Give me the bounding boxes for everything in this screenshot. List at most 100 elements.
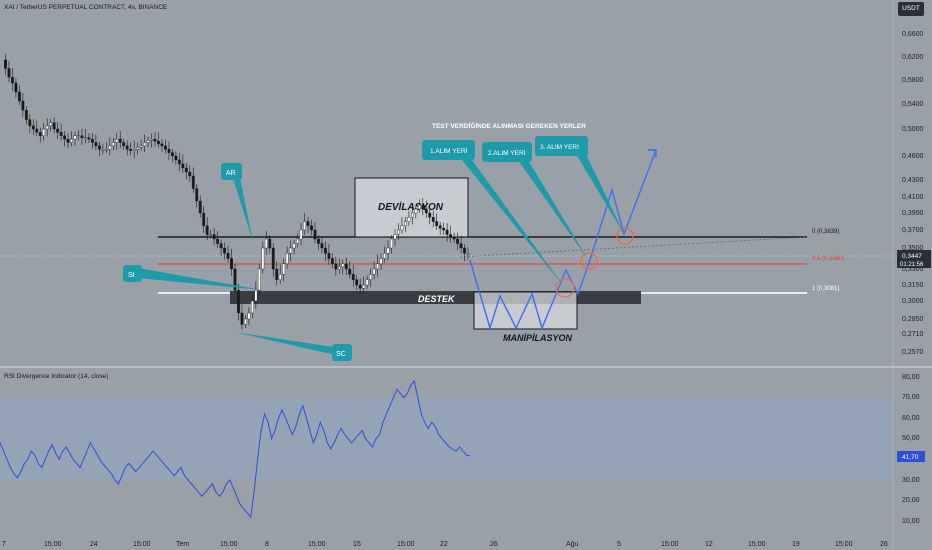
time-axis[interactable]: 7 15:00 24 15:00 Tem 15:00 8 15:00 15 15:00 22 26 Ağ… (2, 541, 888, 548)
candle-body (445, 229, 449, 235)
candle-body (257, 268, 261, 291)
time-axis-label: 15:00 (661, 541, 679, 548)
buy1-callout-text: 1.ALIM YERİ (430, 146, 468, 155)
candle-body (164, 145, 167, 150)
candle-body (383, 253, 386, 259)
price-axis-tick: 0,3700 (902, 227, 924, 234)
candle-body (317, 238, 320, 244)
time-axis-label: Tem (176, 541, 189, 548)
candle-body (42, 128, 46, 136)
candle-body (268, 238, 272, 249)
rsi-indicator-title[interactable]: RSI Divergence Indicator (14, close) (4, 373, 109, 380)
price-axis[interactable]: 0,6600 0,6200 0,5800 0,5400 0,5000 0,4600 0,43… (902, 31, 924, 356)
price-axis-tick: 0,3500 (902, 245, 924, 252)
symbol-title[interactable]: XAI / TetherUS PERPETUAL CONTRACT, 4s, B… (4, 4, 168, 11)
candle-body (289, 247, 293, 254)
candle-body (334, 263, 338, 270)
buy2-callout-box (482, 142, 532, 162)
candle-body (157, 140, 160, 145)
candle-body (80, 135, 84, 138)
price-axis-tick: 0,3300 (902, 266, 924, 273)
ar-callout[interactable]: AR (221, 163, 242, 180)
candle-body (244, 318, 247, 325)
candle-body (327, 253, 331, 259)
candle-body (292, 243, 296, 249)
candle-body (52, 122, 56, 130)
rsi-value-badge[interactable]: 41,70 (897, 451, 925, 462)
buy3-callout-text: 3. ALIM YERİ (540, 142, 579, 151)
buy2-callout[interactable]: 2.ALIM YERİ (482, 142, 532, 162)
time-axis-label: 15:00 (220, 541, 238, 548)
time-axis-label: 26 (490, 541, 498, 548)
candle-body (431, 217, 435, 222)
price-axis-tick: 0,4300 (902, 177, 924, 184)
candle-body (188, 171, 192, 177)
annotation-title[interactable]: TEST VERDİĞİNDE ALINMASI GEREKEN YERLER (432, 121, 586, 130)
current-price-badge[interactable]: 0,3447 01:21:56 (897, 250, 931, 268)
buy-zone-3-circle[interactable] (616, 227, 634, 245)
ar-callout-box (221, 163, 242, 180)
candle-body (66, 138, 70, 143)
sc-callout-text: SC (336, 351, 346, 358)
candle-body (271, 247, 275, 270)
buy3-callout-box (535, 136, 588, 156)
candle-body (341, 263, 345, 268)
price-axis-tick: 0,3150 (902, 282, 924, 289)
candle-body (167, 149, 171, 153)
buy-zone-2-circle[interactable] (580, 252, 598, 270)
candle-body (278, 274, 282, 280)
candle-body (254, 290, 258, 302)
candle-body (240, 312, 244, 325)
candle-body (11, 76, 14, 84)
sc-callout[interactable]: SC (332, 344, 352, 361)
rsi-value-badge-bg (897, 451, 925, 462)
buy3-callout[interactable]: 3. ALIM YERİ (535, 136, 588, 156)
candle-body (122, 142, 126, 147)
candle-body (101, 149, 105, 151)
candle-body (320, 243, 324, 249)
projection-path[interactable] (469, 149, 657, 331)
st-callout[interactable]: St (123, 265, 142, 282)
candle-body (153, 138, 157, 142)
time-axis-label: 24 (90, 541, 98, 548)
candle-body (17, 91, 21, 102)
candle-body (143, 142, 146, 147)
candle-body (407, 217, 411, 222)
candle-body (94, 142, 98, 147)
candle-body (209, 234, 213, 236)
candle-body (438, 225, 442, 229)
candle-body (132, 149, 136, 151)
currency-badge[interactable]: USDT (898, 2, 924, 16)
candle-body (216, 238, 220, 244)
time-axis-label: 26 (880, 541, 888, 548)
price-axis-tick: 0,6200 (902, 54, 924, 61)
distribution-box[interactable] (354, 177, 469, 238)
rsi-line[interactable] (0, 380, 471, 519)
buy-zone-1-circle[interactable] (555, 278, 575, 298)
candlestick-series[interactable] (4, 53, 470, 330)
candle-body (160, 143, 164, 147)
rsi-band (0, 398, 893, 480)
candle-body (181, 163, 185, 169)
price-axis-tick: 0,3000 (902, 298, 924, 305)
buy1-callout[interactable]: 1.ALIM YERİ (422, 140, 475, 160)
candle-body (150, 138, 153, 141)
candle-body (87, 137, 91, 140)
current-price-badge-bg (897, 250, 931, 268)
st-callout-box (123, 265, 142, 282)
time-axis-label: 12 (705, 541, 713, 548)
candle-body (414, 208, 418, 214)
candle-body (104, 149, 108, 151)
candle-body (310, 225, 313, 231)
st-callout-text: St (128, 272, 135, 279)
price-axis-tick: 0,4600 (902, 153, 924, 160)
manipulation-box[interactable] (473, 291, 578, 330)
candle-body (4, 59, 7, 69)
candle-body (247, 312, 251, 320)
time-axis-label: 8 (265, 541, 269, 548)
candle-body (449, 234, 453, 238)
fib-level-1-label: 1 (0,3081) (812, 286, 839, 292)
candle-body (459, 243, 463, 249)
